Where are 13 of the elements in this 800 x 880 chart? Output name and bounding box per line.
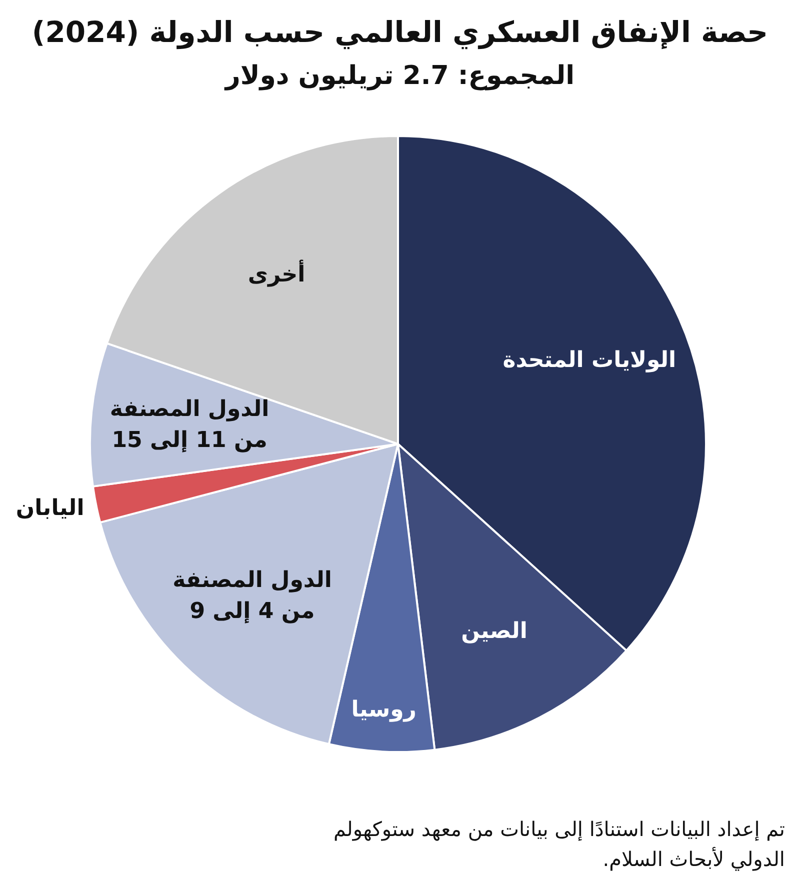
slice-label: اليابان	[16, 496, 84, 521]
slice-label: الصين	[461, 619, 528, 644]
slice-label: من 11 إلى 15	[112, 428, 268, 454]
note: الدولي لأبحاث السلام.	[602, 847, 785, 871]
slice-label: أخرى	[248, 262, 306, 288]
note: تم إعداد البيانات استنادًا إلى بيانات من معهد ستوكهولم	[333, 817, 785, 841]
slice-label: الدول المصنفة	[110, 397, 270, 422]
slice-label: الدول المصنفة	[172, 568, 332, 593]
subtitle: المجموع: 2.7 تريليون دولار	[225, 61, 575, 91]
slice-label: الولايات المتحدة	[502, 348, 676, 374]
title: حصة الإنفاق العسكري العالمي حسب الدولة (2024)	[32, 15, 768, 49]
slice-label: من 4 إلى 9	[190, 598, 315, 624]
slice-label: روسيا	[351, 698, 416, 722]
